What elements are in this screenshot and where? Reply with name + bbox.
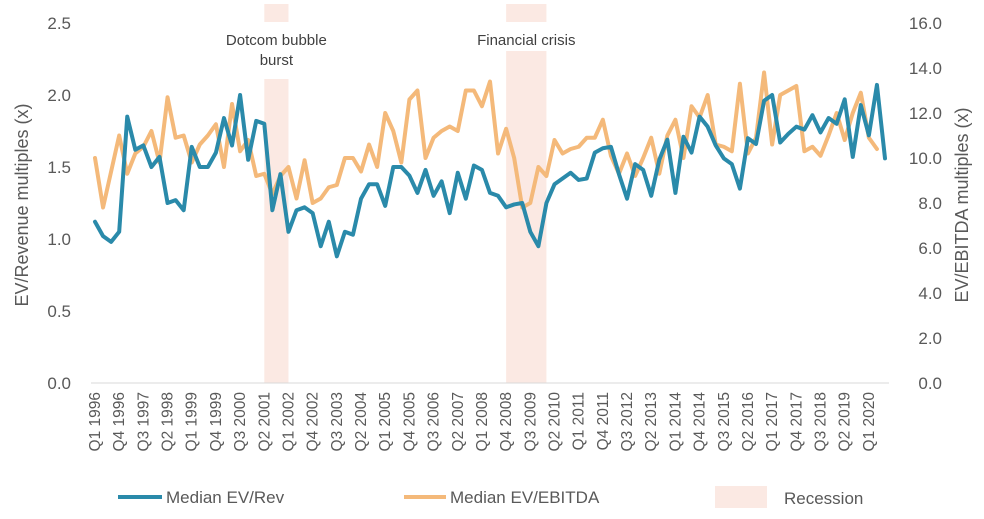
- y-left-tick-label: 1.5: [47, 158, 71, 177]
- recession-label-0-0: Dotcom bubble: [226, 32, 327, 49]
- recession-band-top-0: [264, 4, 289, 22]
- x-tick-label: Q4 1996: [111, 392, 128, 451]
- x-tick-label: Q1 2014: [667, 392, 684, 452]
- x-tick-label: Q2 1998: [160, 392, 177, 451]
- x-tick-label: Q4 2014: [692, 392, 709, 452]
- recession-label-0-1: burst: [260, 52, 294, 69]
- y-right-tick-label: 14.0: [909, 59, 942, 78]
- x-tick-label: Q4 2005: [401, 392, 418, 451]
- x-tick-label: Q3 2000: [232, 392, 249, 452]
- y-left-tick-label: 2.5: [47, 14, 71, 33]
- y-right-tick-label: 6.0: [918, 239, 942, 258]
- x-tick-label: Q4 2011: [595, 392, 612, 450]
- x-tick-label: Q3 1997: [135, 392, 152, 451]
- y-axis-title-left: EV/Revenue multiples (x): [12, 103, 32, 306]
- legend-label-ev-rev: Median EV/Rev: [166, 488, 285, 507]
- y-left-tick-label: 1.0: [47, 230, 71, 249]
- x-tick-label: Q1 2011: [571, 392, 588, 450]
- x-tick-label: Q2 2013: [643, 392, 660, 451]
- y-right-tick-label: 8.0: [918, 194, 942, 213]
- recession-bands: Dotcom bubble burst Financial crisis: [226, 4, 575, 383]
- y-left-tick-label: 0.5: [47, 302, 71, 321]
- y-right-tick-label: 16.0: [909, 14, 942, 33]
- x-tick-label: Q1 1999: [184, 392, 201, 451]
- y-right-tick-label: 12.0: [909, 104, 942, 123]
- recession-band-0: [264, 79, 289, 383]
- x-tick-label: Q2 2007: [450, 392, 467, 451]
- x-tick-label: Q1 2008: [474, 392, 491, 451]
- x-tick-label: Q3 2018: [813, 392, 830, 451]
- x-tick-label: Q4 2017: [788, 392, 805, 451]
- legend: Median EV/Rev Median EV/EBITDA Recession: [118, 486, 863, 508]
- y-left-tick-label: 2.0: [47, 86, 71, 105]
- x-tick-label: Q3 2009: [522, 392, 539, 451]
- series-line-ev-rev: [93, 82, 887, 259]
- x-tick-label: Q2 2004: [353, 392, 370, 452]
- x-tick-label: Q1 1996: [87, 392, 104, 451]
- x-tick-label: Q2 2016: [740, 392, 757, 451]
- legend-label-ev-ebitda: Median EV/EBITDA: [450, 488, 600, 507]
- series-lines: [93, 70, 887, 259]
- y-right-tick-label: 2.0: [918, 329, 942, 348]
- legend-label-recession: Recession: [784, 489, 863, 508]
- x-tick-label: Q4 2002: [305, 392, 322, 451]
- x-tick-label: Q3 2015: [716, 392, 733, 451]
- x-tick-label: Q1 2005: [377, 392, 394, 451]
- x-tick-label: Q3 2003: [329, 392, 346, 451]
- x-tick-label: Q4 2008: [498, 392, 515, 451]
- recession-band-top-1: [506, 4, 547, 22]
- y-axis-title-right: EV/EBITDA multiples (x): [952, 107, 972, 302]
- x-tick-label: Q2 2019: [837, 392, 854, 451]
- x-tick-label: Q3 2006: [426, 392, 443, 451]
- y-left-tick-label: 0.0: [47, 374, 71, 393]
- x-tick-label: Q1 2002: [280, 392, 297, 451]
- x-tick-label: Q2 2001: [256, 392, 273, 451]
- x-tick-label: Q1 2017: [764, 392, 781, 451]
- legend-swatch-recession: [715, 486, 767, 508]
- x-tick-label: Q2 2010: [546, 392, 563, 452]
- x-tick-label: Q1 2020: [861, 392, 878, 452]
- recession-label-1-0: Financial crisis: [477, 32, 575, 49]
- axes: EV/Revenue multiples (x) EV/EBITDA multi…: [12, 14, 972, 451]
- y-right-tick-label: 4.0: [918, 284, 942, 303]
- y-right-tick-label: 10.0: [909, 149, 942, 168]
- x-tick-label: Q4 1999: [208, 392, 225, 451]
- x-tick-label: Q3 2012: [619, 392, 636, 451]
- y-right-tick-label: 0.0: [918, 374, 942, 393]
